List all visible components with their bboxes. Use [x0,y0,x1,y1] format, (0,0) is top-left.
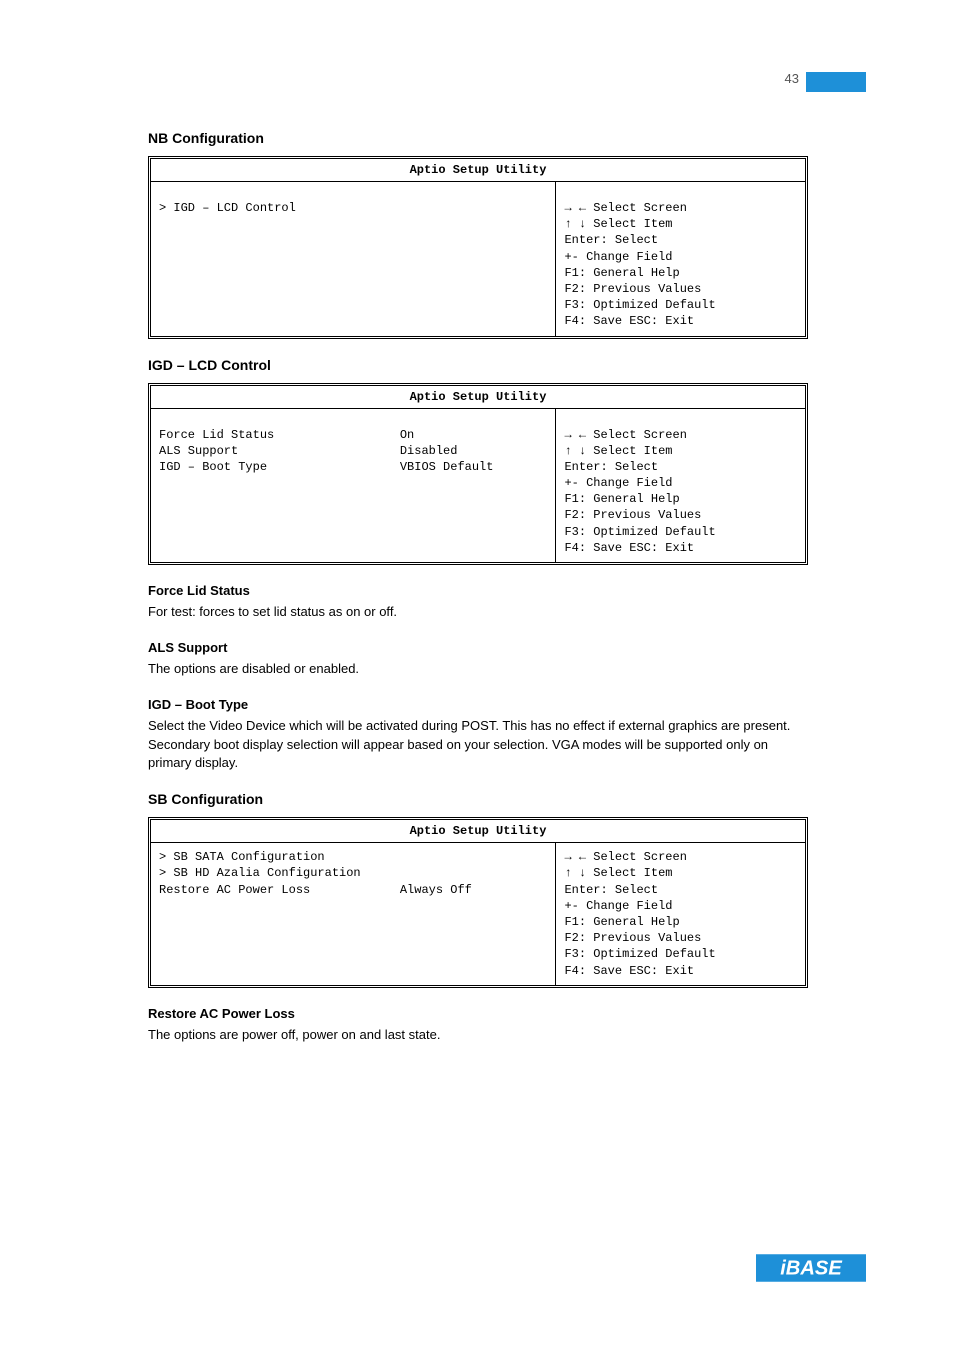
help-line: F2: Previous Values [564,930,797,946]
header-accent-bar [806,72,866,92]
setting-label: Force Lid Status [159,427,400,443]
help-line: +- Change Field [564,249,797,265]
menu-item-value [400,200,548,216]
help-line: → ← Select Screen [564,427,797,443]
menu-item[interactable]: > SB SATA Configuration [159,849,547,865]
bios-panel-1-header: Aptio Setup Utility [151,159,805,182]
help-line: Enter: Select [564,459,797,475]
menu-item-label: > SB HD Azalia Configuration [159,865,400,881]
menu-item[interactable]: > IGD – LCD Control [159,200,547,216]
desc-heading: Restore AC Power Loss [148,1006,808,1021]
help-line: F4: Save ESC: Exit [564,963,797,979]
menu-item-label: > IGD – LCD Control [159,200,400,216]
bios-panel-1-left: > IGD – LCD Control [151,182,556,336]
help-line: F1: General Help [564,265,797,281]
help-line: → ← Select Screen [564,849,797,865]
desc-heading: ALS Support [148,640,808,655]
bios-panel-3-left: > SB SATA Configuration > SB HD Azalia C… [151,843,556,985]
setting-row[interactable]: Force Lid Status On [159,427,547,443]
bios-panel-2-help: → ← Select Screen ↑ ↓ Select Item Enter:… [556,409,805,563]
setting-label: Restore AC Power Loss [159,882,400,898]
bios-panel-3-help: → ← Select Screen ↑ ↓ Select Item Enter:… [556,843,805,985]
help-line: F4: Save ESC: Exit [564,313,797,329]
help-line: Enter: Select [564,232,797,248]
ibase-logo: iBASE [756,1254,866,1282]
page-number: 43 [785,71,799,86]
help-line: ↑ ↓ Select Item [564,865,797,881]
help-line: F4: Save ESC: Exit [564,540,797,556]
help-line: ↑ ↓ Select Item [564,216,797,232]
section1-title: NB Configuration [148,130,808,146]
help-line: +- Change Field [564,898,797,914]
help-line: ↑ ↓ Select Item [564,443,797,459]
setting-label: ALS Support [159,443,400,459]
desc-body: For test: forces to set lid status as on… [148,603,808,622]
help-line: +- Change Field [564,475,797,491]
desc-heading: IGD – Boot Type [148,697,808,712]
setting-value: Disabled [400,443,548,459]
bios-panel-2-header: Aptio Setup Utility [151,386,805,409]
help-line: F2: Previous Values [564,281,797,297]
bios-panel-3: Aptio Setup Utility > SB SATA Configurat… [148,817,808,988]
section2-title: IGD – LCD Control [148,357,808,373]
help-line: F3: Optimized Default [564,524,797,540]
bios-panel-1-help: → ← Select Screen ↑ ↓ Select Item Enter:… [556,182,805,336]
desc-block: Force Lid Status For test: forces to set… [148,583,808,773]
desc-body: The options are disabled or enabled. [148,660,808,679]
logo-text: iBASE [780,1257,842,1279]
page-content: NB Configuration Aptio Setup Utility > I… [148,130,808,1063]
bios-panel-2-left: Force Lid Status On ALS Support Disabled… [151,409,556,563]
setting-row[interactable]: ALS Support Disabled [159,443,547,459]
desc-block: Restore AC Power Loss The options are po… [148,1006,808,1045]
bios-panel-3-header: Aptio Setup Utility [151,820,805,843]
setting-value: VBIOS Default [400,459,548,475]
setting-value: Always Off [400,882,548,898]
menu-item[interactable]: > SB HD Azalia Configuration [159,865,547,881]
help-line: F2: Previous Values [564,507,797,523]
menu-item-value [400,849,548,865]
help-line: F1: General Help [564,914,797,930]
setting-label: IGD – Boot Type [159,459,400,475]
help-line: F1: General Help [564,491,797,507]
setting-row[interactable]: IGD – Boot Type VBIOS Default [159,459,547,475]
help-line: Enter: Select [564,882,797,898]
bios-panel-1: Aptio Setup Utility > IGD – LCD Control … [148,156,808,339]
section3-title: SB Configuration [148,791,808,807]
desc-body: Select the Video Device which will be ac… [148,717,808,774]
help-line: → ← Select Screen [564,200,797,216]
menu-item-label: > SB SATA Configuration [159,849,400,865]
desc-body: The options are power off, power on and … [148,1026,808,1045]
setting-value: On [400,427,548,443]
setting-row[interactable]: Restore AC Power Loss Always Off [159,882,547,898]
menu-item-value [400,865,548,881]
desc-heading: Force Lid Status [148,583,808,598]
help-line: F3: Optimized Default [564,946,797,962]
help-line: F3: Optimized Default [564,297,797,313]
bios-panel-2: Aptio Setup Utility Force Lid Status On … [148,383,808,566]
